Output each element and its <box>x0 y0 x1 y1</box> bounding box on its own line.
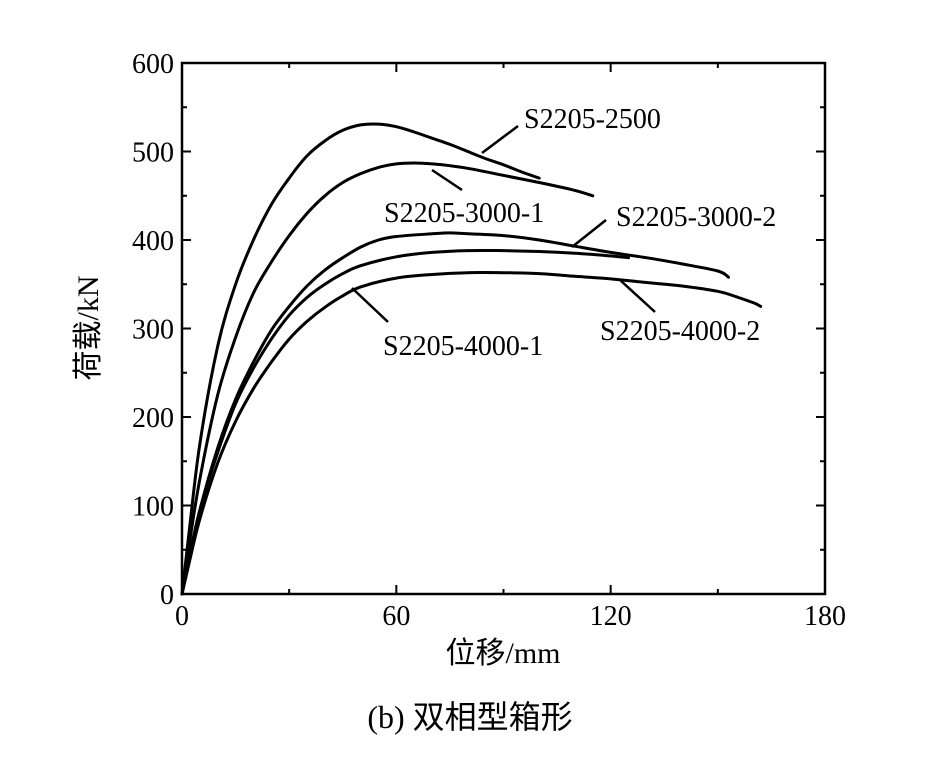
series-label-s2205-4000-1: S2205-4000-1 <box>383 331 543 362</box>
y-axis-title: 荷载/kN <box>72 276 105 381</box>
y-tick-label: 0 <box>160 580 174 611</box>
x-tick-label: 0 <box>175 601 189 632</box>
axis-tick-labels: 0 60 120 180 0 100 200 300 400 500 600 <box>132 49 846 632</box>
series-label-s2205-3000-2: S2205-3000-2 <box>616 202 776 233</box>
y-tick-label: 100 <box>132 492 174 523</box>
figure-caption: (b) 双相型箱形 <box>367 699 572 735</box>
y-tick-label: 600 <box>132 49 174 80</box>
leader-s2205-2500 <box>481 125 519 154</box>
series-label-s2205-4000-2: S2205-4000-2 <box>600 316 760 347</box>
axis-ticks <box>181 62 826 595</box>
series-curves <box>180 122 763 596</box>
leader-s2205-3000-2 <box>571 219 607 248</box>
x-tick-label: 120 <box>590 601 632 632</box>
series-leader-lines <box>351 125 656 323</box>
x-axis-title: 位移/mm <box>445 637 560 670</box>
leader-s2205-3000-1 <box>431 168 463 192</box>
series-label-s2205-3000-1: S2205-3000-1 <box>384 198 544 229</box>
series-line-s2205-3000-2 <box>180 231 730 596</box>
series-line-s2205-2500 <box>180 122 541 596</box>
leader-s2205-4000-2 <box>619 279 656 313</box>
y-tick-label: 500 <box>132 138 174 169</box>
series-line-s2205-4000-2 <box>180 248 630 596</box>
series-label-s2205-2500: S2205-2500 <box>524 104 661 135</box>
y-tick-label: 300 <box>132 315 174 346</box>
x-tick-label: 180 <box>804 601 846 632</box>
series-labels: S2205-2500 S2205-3000-1 S2205-3000-2 S22… <box>383 104 776 362</box>
leader-s2205-4000-1 <box>351 287 389 323</box>
y-tick-label: 200 <box>132 403 174 434</box>
series-line-s2205-3000-1 <box>180 161 595 596</box>
y-tick-label: 400 <box>132 226 174 257</box>
x-tick-label: 60 <box>382 601 410 632</box>
series-line-s2205-4000-1 <box>180 271 763 596</box>
